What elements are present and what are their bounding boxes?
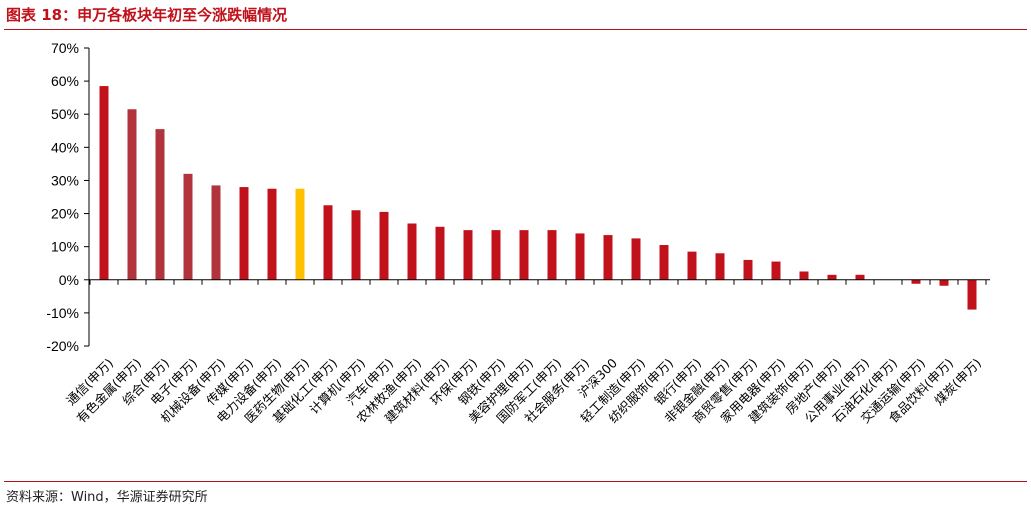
y-tick-label: 50% xyxy=(51,106,79,122)
y-tick-label: 40% xyxy=(51,139,79,155)
bar xyxy=(547,230,557,280)
bar-chart: 70%60%50%40%30%20%10%0%-10%-20%通信(申万)有色金… xyxy=(46,40,990,426)
bar xyxy=(99,86,109,280)
bar xyxy=(183,173,193,280)
plot-area: 70%60%50%40%30%20%10%0%-10%-20%通信(申万)有色金… xyxy=(46,40,990,426)
chart-title-text: 图表 18：申万各板块年初至今涨跌幅情况 xyxy=(6,6,288,24)
y-tick-label: 20% xyxy=(51,206,79,222)
bar xyxy=(407,223,417,280)
bar xyxy=(631,238,641,280)
bar xyxy=(855,274,865,280)
bar xyxy=(379,211,389,280)
bar xyxy=(799,271,809,280)
bar xyxy=(295,188,305,280)
bar xyxy=(435,226,445,280)
bar xyxy=(771,261,781,280)
bar xyxy=(323,205,333,280)
y-tick-label: -10% xyxy=(46,305,79,321)
y-tick-label: 10% xyxy=(51,239,79,255)
bar xyxy=(715,253,725,280)
bar xyxy=(351,210,361,280)
bar xyxy=(239,187,249,280)
bar xyxy=(939,279,949,286)
bar xyxy=(491,230,501,280)
y-tick-label: 60% xyxy=(51,73,79,89)
bar xyxy=(575,233,585,280)
bar xyxy=(211,185,221,280)
source-divider xyxy=(4,481,1027,482)
bar xyxy=(659,245,669,280)
source-note: 资料来源：Wind，华源证券研究所 xyxy=(6,488,208,508)
bar xyxy=(155,129,165,280)
source-text: 资料来源：Wind，华源证券研究所 xyxy=(6,490,208,505)
bar xyxy=(967,279,977,310)
y-tick-label: 70% xyxy=(51,40,79,56)
y-tick-label: 30% xyxy=(51,172,79,188)
bar xyxy=(827,274,837,280)
bar xyxy=(267,188,277,280)
bar xyxy=(603,235,613,280)
chart-title: 图表 18：申万各板块年初至今涨跌幅情况 xyxy=(6,4,287,26)
y-tick-label: -20% xyxy=(46,338,79,354)
bar xyxy=(127,109,137,280)
bar xyxy=(463,230,473,280)
bar xyxy=(687,251,697,280)
bar xyxy=(743,259,753,280)
bar xyxy=(911,279,921,284)
y-tick-label: 0% xyxy=(59,272,79,288)
title-divider xyxy=(4,29,1027,30)
bar xyxy=(519,230,529,280)
